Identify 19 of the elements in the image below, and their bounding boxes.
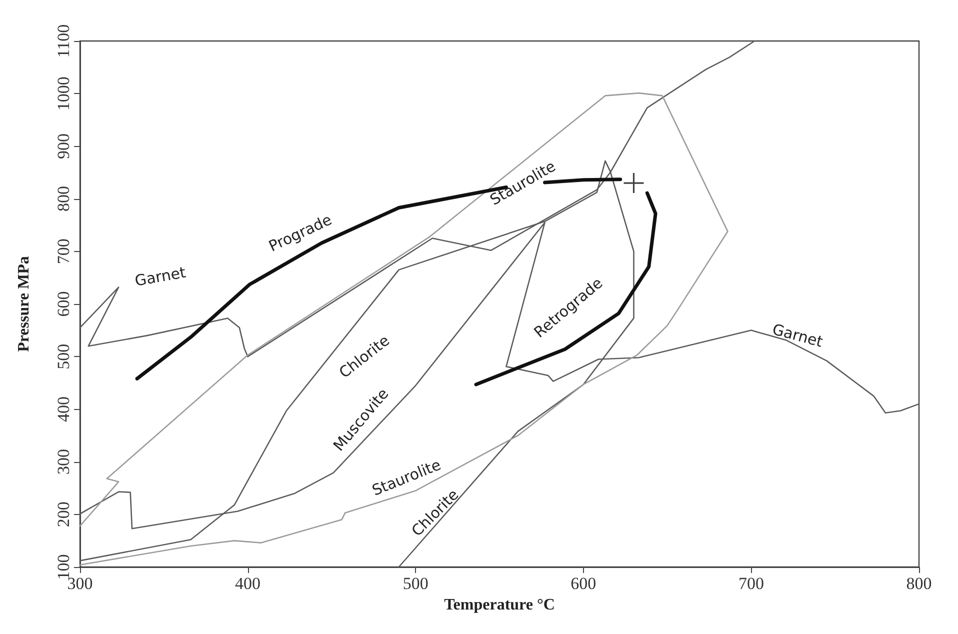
x-tick-label: 700 bbox=[738, 574, 764, 593]
x-tick-label: 600 bbox=[570, 574, 596, 593]
annotation: Garnet bbox=[133, 263, 188, 290]
x-tick-label: 500 bbox=[402, 574, 428, 593]
annotation: Garnet bbox=[770, 320, 825, 351]
y-tick-label: 200 bbox=[54, 502, 73, 528]
x-tick-label: 400 bbox=[235, 574, 261, 593]
x-tick-label: 800 bbox=[906, 574, 932, 593]
y-tick-label: 1000 bbox=[54, 76, 73, 111]
y-tick-label: 700 bbox=[54, 238, 73, 264]
x-axis-title: Temperature °C bbox=[444, 596, 555, 614]
y-tick-label: 900 bbox=[54, 133, 73, 159]
y-tick-label: 1100 bbox=[54, 24, 73, 58]
y-tick-label: 400 bbox=[54, 396, 73, 422]
y-tick-label: 600 bbox=[54, 291, 73, 317]
y-tick-label: 300 bbox=[54, 449, 73, 475]
y-axis-title: Pressure MPa bbox=[16, 256, 32, 352]
y-tick-label: 800 bbox=[54, 186, 73, 212]
y-tick-label: 500 bbox=[54, 344, 73, 370]
